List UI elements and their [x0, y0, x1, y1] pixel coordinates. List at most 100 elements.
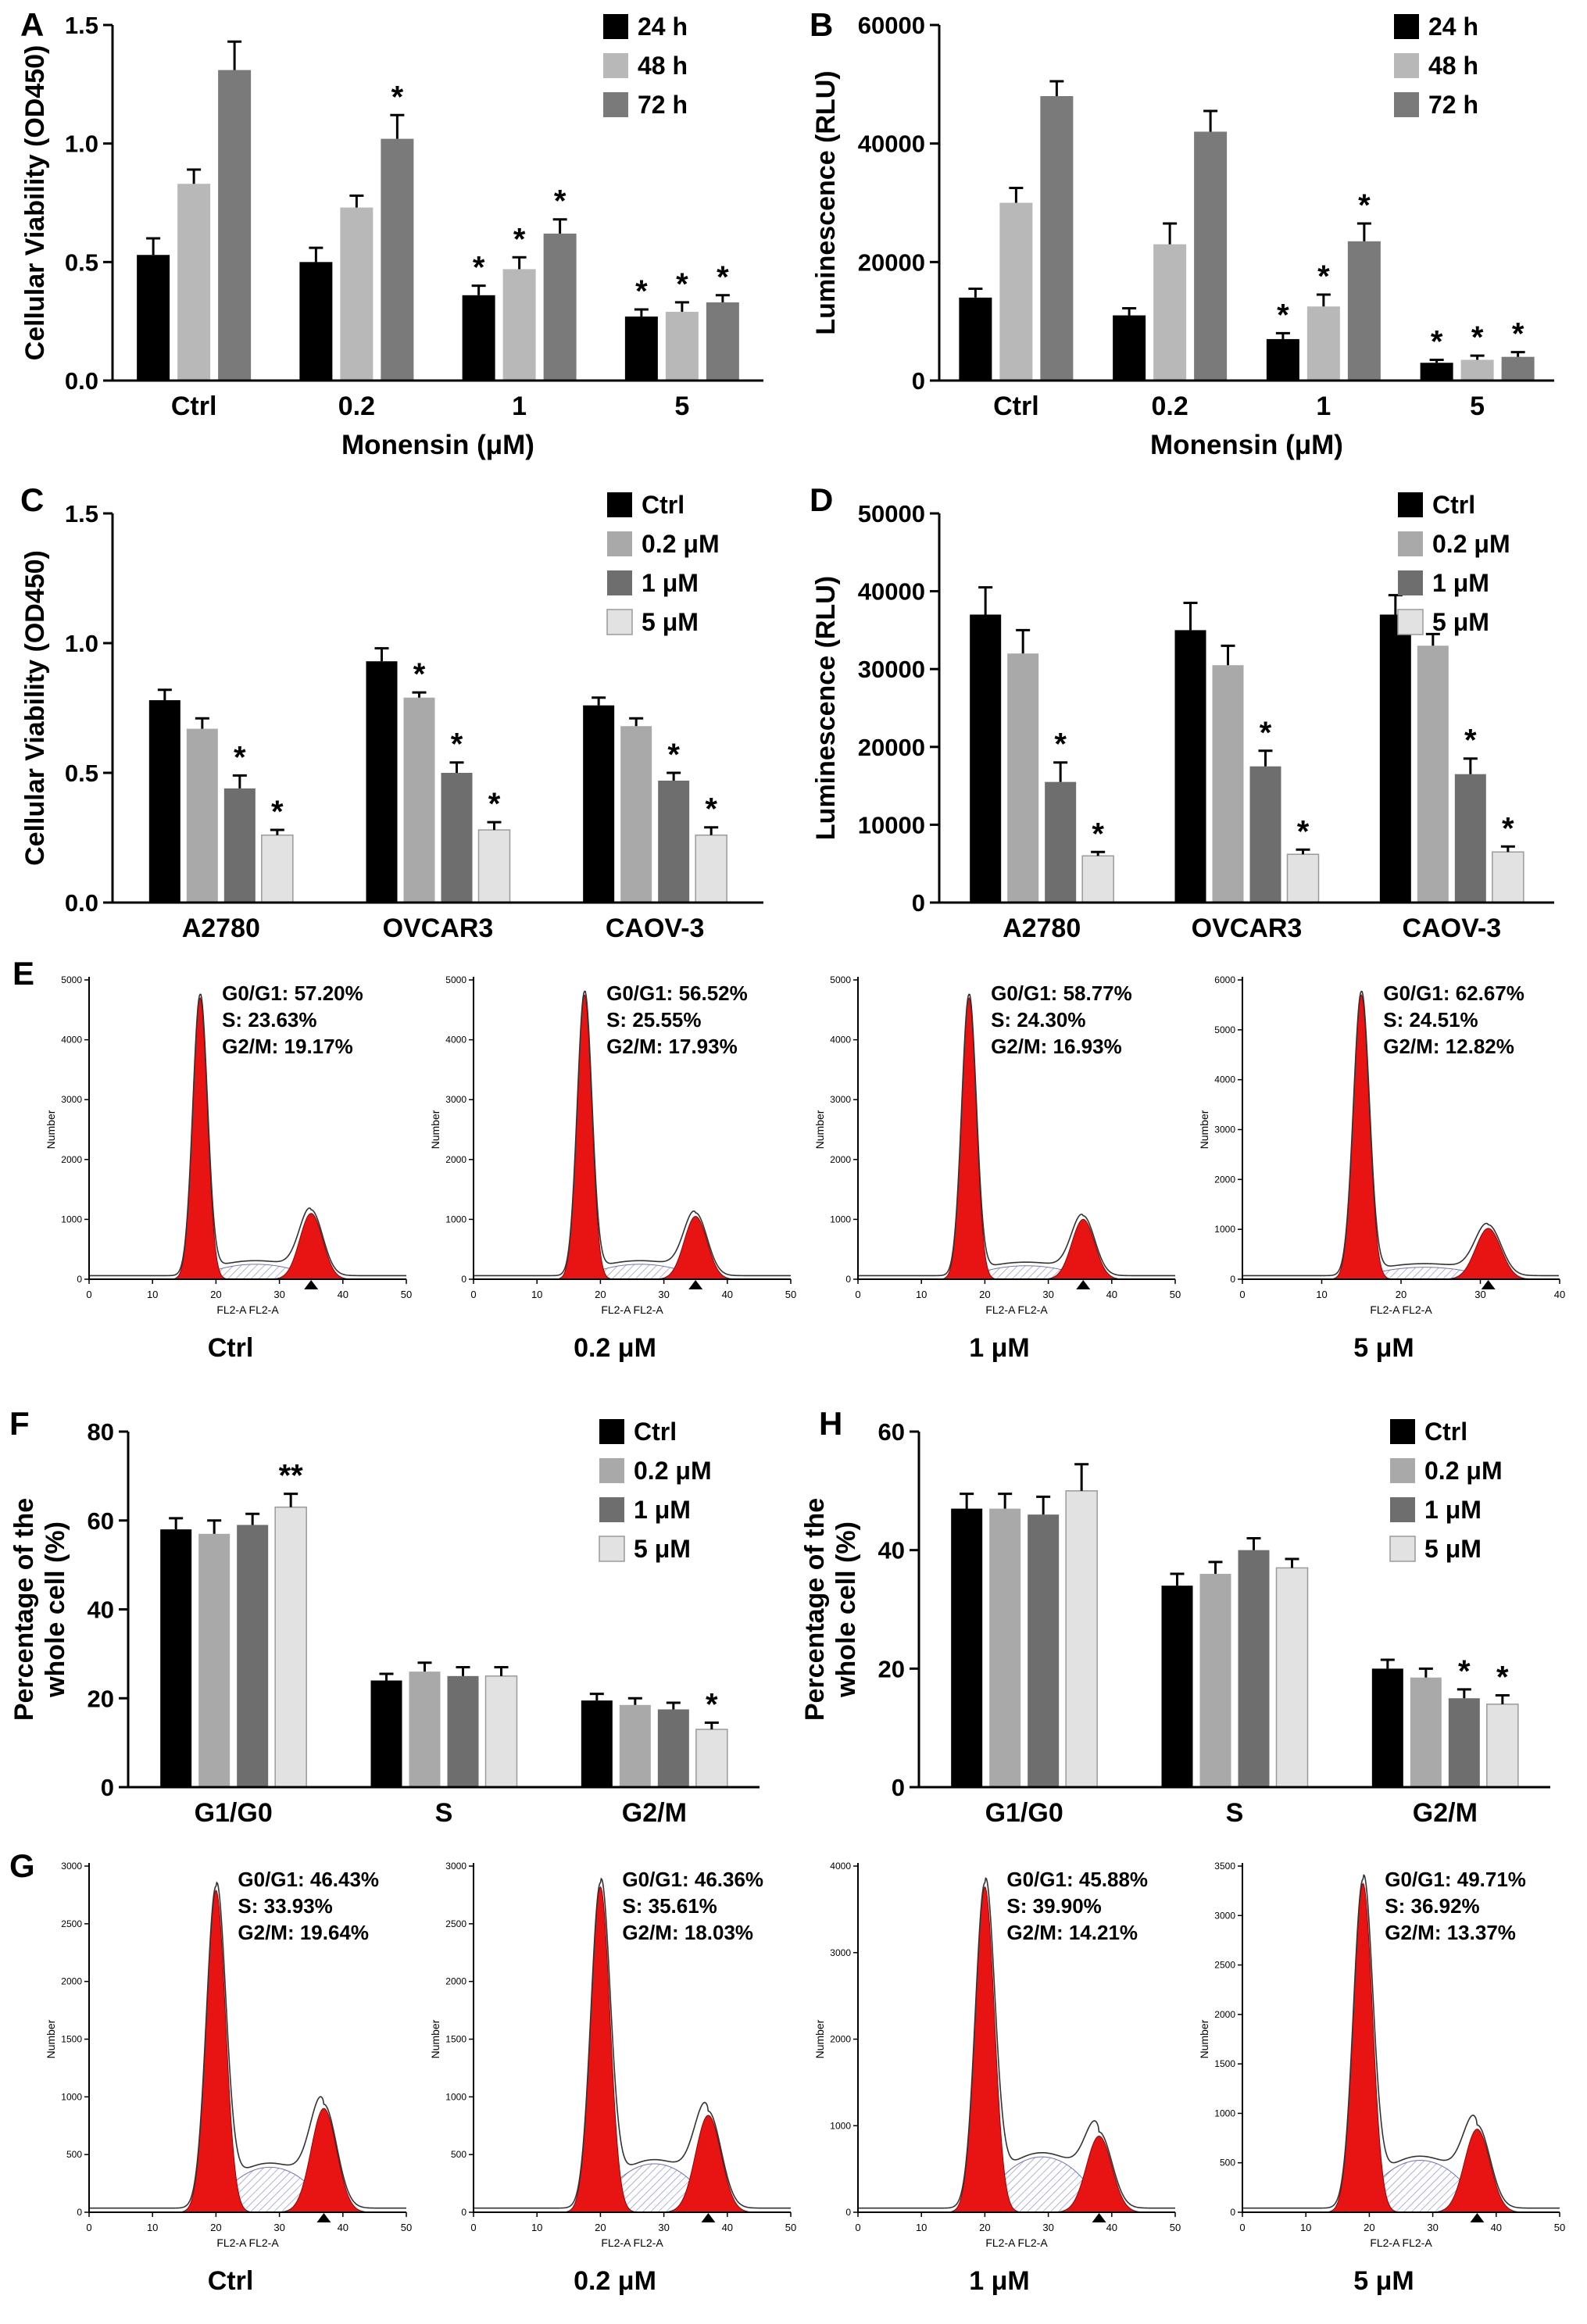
x-category-label: G1/G0 — [985, 1798, 1063, 1828]
flow-stats-line: G0/G1: 58.77% — [991, 981, 1132, 1005]
bar — [706, 302, 739, 381]
bar — [658, 780, 690, 903]
bar — [237, 1525, 269, 1787]
bar — [1113, 315, 1146, 381]
flow-histogram-svg: 0 500 1000 1500 2000 2500 3000 3500 0 10 20 30 40 50 F… — [1198, 1861, 1565, 2249]
legend-swatch — [1389, 1536, 1416, 1562]
significance-marker: * — [706, 1688, 718, 1722]
flow-stats-line: G2/M: 16.93% — [991, 1035, 1122, 1058]
bar — [695, 834, 727, 903]
x-axis-title: Monensin (μM) — [1150, 430, 1343, 460]
flow-stats-line: S: 35.61% — [622, 1894, 717, 1918]
legend-swatch — [1398, 531, 1423, 556]
significance-marker: * — [1297, 814, 1310, 849]
y-tick-label: 40 — [878, 1537, 905, 1564]
x-category-label: 5 — [674, 392, 689, 421]
flow-y-tick-label: 3000 — [445, 1861, 466, 1872]
significance-marker: * — [717, 260, 729, 295]
flow-y-tick-label: 0 — [845, 1274, 851, 1285]
legend-label: 5 μM — [1432, 608, 1489, 636]
y-tick-label: 0 — [912, 367, 925, 395]
flow-y-axis-title: Number — [429, 2019, 441, 2058]
bar — [218, 70, 252, 381]
y-axis-title: Percentage of the — [800, 1498, 830, 1721]
bar-chart-svg-C: * * * * * * * 0.0 0.5 1.0 1.5 A2780 OVCAR3 CAOV-3 Cell… — [20, 491, 763, 943]
legend-swatch — [1394, 53, 1419, 78]
bar — [1460, 359, 1494, 381]
flow-x-axis-title: FL2-A FL2-A — [985, 1303, 1048, 1316]
flow-y-tick-label: 3000 — [445, 1094, 466, 1105]
flow-y-tick-label: 1500 — [61, 2034, 82, 2045]
bar-chart-panel-B: * * * * * * 0 20000 40000 60000 Ctrl 0.2 1 5 Monensin … — [800, 3, 1574, 467]
flow-caption: Ctrl — [207, 1333, 254, 1363]
model-outline — [1242, 1874, 1560, 2209]
bar — [1286, 853, 1320, 903]
panel-label-H: H — [819, 1405, 843, 1442]
bar — [583, 705, 615, 903]
flow-y-tick-label: 1000 — [830, 1214, 851, 1225]
flow-plot-canvas: 0 500 1000 1500 2000 2500 3000 0 10 20 30 40 50 FL2-A… — [44, 1854, 417, 2260]
flow-caption: 5 μM — [1353, 1333, 1414, 1363]
bar — [1410, 1677, 1442, 1787]
flow-histogram-svg: 0 1000 2000 3000 4000 5000 0 10 20 30 40 50 FL2-A FL… — [45, 974, 412, 1316]
y-tick-label: 0 — [892, 1774, 905, 1801]
flow-x-tick-label: 40 — [1554, 1289, 1565, 1300]
y-tick-label: 40000 — [858, 131, 925, 158]
bar — [970, 614, 1002, 903]
legend-label: Ctrl — [1424, 1418, 1467, 1446]
x-category-label: 1 — [512, 392, 527, 421]
g2-marker-triangle — [304, 1280, 319, 1289]
flow-x-tick-label: 40 — [722, 2222, 733, 2233]
bar — [1275, 1567, 1309, 1788]
panel-label-A: A — [20, 6, 45, 43]
x-category-label: Ctrl — [171, 392, 217, 421]
flow-x-tick-label: 30 — [658, 2222, 669, 2233]
flow-x-axis-title: FL2-A FL2-A — [216, 2236, 279, 2249]
flow-stats-line: G0/G1: 62.67% — [1383, 981, 1524, 1005]
flow-y-axis-title: Number — [45, 1110, 57, 1149]
y-tick-label: 0.5 — [65, 760, 98, 787]
flow-y-tick-label: 5000 — [1214, 1024, 1235, 1035]
g1-peak — [939, 997, 999, 1280]
significance-marker: * — [554, 184, 567, 219]
legend-swatch — [603, 92, 628, 117]
y-tick-label: 30000 — [858, 656, 925, 683]
flow-y-tick-label: 2500 — [1214, 1960, 1235, 1971]
g1-peak — [170, 997, 230, 1280]
y-tick-label: 1.0 — [65, 131, 98, 158]
flow-y-tick-label: 2000 — [830, 1154, 851, 1165]
flow-y-tick-label: 4000 — [830, 1861, 851, 1872]
x-category-label: G2/M — [1413, 1798, 1478, 1828]
y-tick-label: 0.0 — [65, 889, 98, 917]
bar — [619, 1704, 651, 1787]
flow-y-tick-label: 2000 — [445, 1976, 466, 1987]
flow-stats-line: G2/M: 14.21% — [1006, 1921, 1138, 1944]
legend-label: 1 μM — [634, 1496, 691, 1524]
flow-stats-line: G0/G1: 49.71% — [1385, 1868, 1526, 1891]
flow-y-tick-label: 2500 — [61, 1918, 82, 1929]
legend-label: 24 h — [1428, 13, 1478, 41]
bar — [1486, 1704, 1519, 1788]
significance-marker: * — [1458, 1654, 1471, 1689]
model-outline — [858, 1877, 1175, 2209]
flow-y-tick-label: 3000 — [830, 1947, 851, 1958]
flow-y-axis-title: Number — [1198, 1110, 1210, 1149]
flow-x-tick-label: 10 — [147, 1289, 158, 1300]
bar — [186, 728, 218, 903]
flow-x-tick-label: 40 — [1491, 2222, 1502, 2233]
flow-stats-line: G2/M: 17.93% — [606, 1035, 738, 1058]
flow-figure: 0 500 1000 1500 2000 2500 3000 0 10 20 30 40 50 FL2-A… — [44, 1854, 417, 2297]
flow-y-axis-title: Number — [45, 2019, 57, 2058]
g2-peak — [649, 1216, 742, 1280]
flow-y-tick-label: 1000 — [445, 1214, 466, 1225]
bar — [137, 255, 170, 381]
y-tick-label: 0.5 — [65, 248, 98, 276]
flow-x-tick-label: 0 — [86, 2222, 91, 2233]
bar — [543, 233, 577, 381]
flow-figure: 0 1000 2000 3000 4000 5000 6000 0 10 20 30 40 FL2-A … — [1197, 967, 1571, 1364]
flow-stats-line: G2/M: 19.64% — [238, 1921, 369, 1944]
flow-stats-line: G2/M: 18.03% — [622, 1921, 753, 1944]
bar — [274, 1506, 307, 1788]
flow-y-tick-label: 1000 — [1214, 1224, 1235, 1235]
